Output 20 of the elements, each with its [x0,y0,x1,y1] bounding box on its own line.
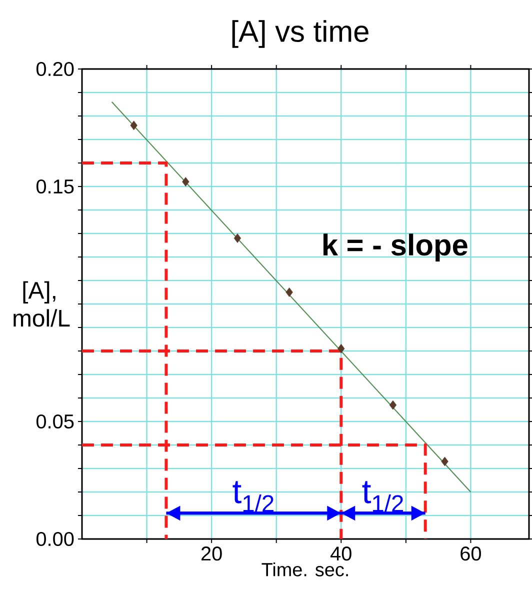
point [389,400,397,410]
point [338,344,345,354]
point [441,456,448,466]
y-tick-label: 0.05 [36,414,74,429]
annotation: t$_{1/2}$ [362,481,403,512]
chart-title: [A] vs time [232,20,368,48]
y-tick-label: 0.20 [36,62,74,76]
point [130,120,138,130]
x-tick-label: 20 [201,546,222,561]
y-tick-label: 0.15 [36,179,74,194]
annotation: k = - slope [323,234,468,262]
annotation: t$_{1/2}$ [232,481,274,512]
point [286,288,293,297]
x-tick-label: 40 [330,546,352,561]
y-axis-title: [A], mol/L [14,281,70,327]
point [182,177,190,186]
y-tick-label: 0.00 [36,532,74,546]
x-tick-label: 60 [460,546,481,561]
x-axis-title: Time. sec. [262,562,348,576]
point [234,233,242,243]
